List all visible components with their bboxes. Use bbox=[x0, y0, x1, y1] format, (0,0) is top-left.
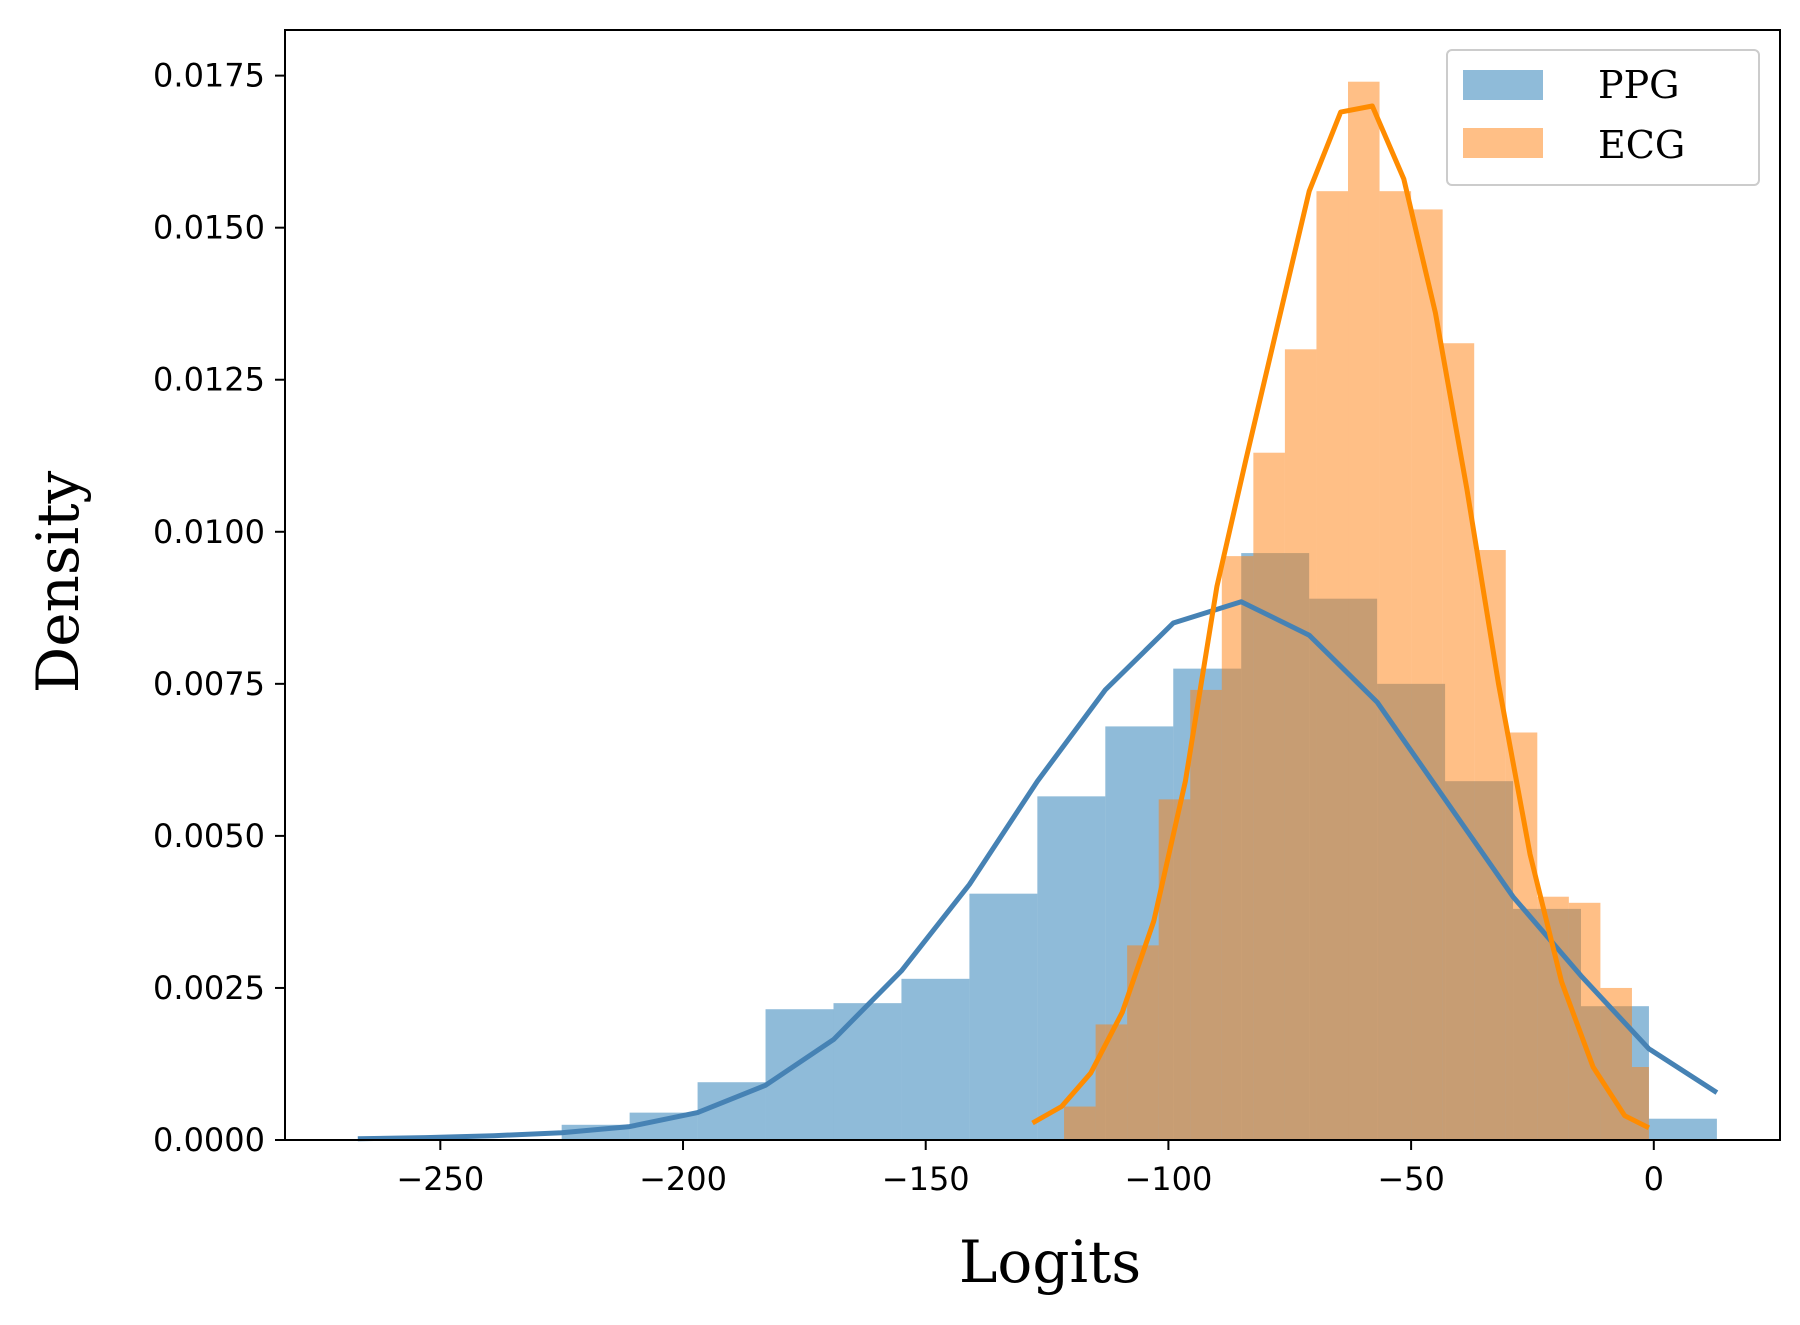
y-tick-label: 0.0025 bbox=[153, 969, 265, 1007]
histogram-bar-ecg bbox=[1064, 1106, 1096, 1140]
x-tick-label: −250 bbox=[396, 1160, 484, 1198]
y-tick-label: 0.0050 bbox=[153, 817, 265, 855]
x-tick-label: −200 bbox=[639, 1160, 727, 1198]
legend-swatch-ppg bbox=[1463, 70, 1543, 100]
kde-line-ppg bbox=[357, 599, 1719, 1142]
histogram-bar-ecg bbox=[1411, 209, 1443, 1140]
x-tick-label: −50 bbox=[1377, 1160, 1445, 1198]
histogram-bar-ecg bbox=[1505, 732, 1538, 1140]
histogram-bar-ppg bbox=[1648, 1118, 1717, 1140]
histogram-bar-ppg bbox=[833, 1003, 902, 1140]
histogram-bar-ecg bbox=[1158, 799, 1191, 1140]
x-axis-ticks: −250 −200 −150 −100 −50 0 bbox=[396, 1140, 1664, 1198]
plot-frame bbox=[284, 29, 1781, 1141]
kde-line-ecg bbox=[1031, 103, 1651, 1131]
histogram-bar-ecg bbox=[1442, 343, 1475, 1140]
histogram-bar-ecg bbox=[1095, 1024, 1128, 1140]
y-tick-label: 0.0000 bbox=[153, 1121, 265, 1159]
histogram-bar-ppg bbox=[969, 893, 1038, 1140]
y-axis-label: Density bbox=[24, 470, 92, 693]
x-tick-label: −100 bbox=[1124, 1160, 1212, 1198]
y-axis-ticks: 0.0000 0.0025 0.0050 0.0075 0.0100 0.0125 0.01… bbox=[153, 57, 285, 1159]
kde-curves bbox=[357, 103, 1719, 1142]
histogram-bar-ecg bbox=[1379, 191, 1412, 1140]
legend: PPG ECG bbox=[1446, 49, 1760, 186]
histogram-bar-ppg bbox=[901, 978, 970, 1140]
histogram-bars bbox=[561, 81, 1717, 1141]
histogram-bar-ppg bbox=[765, 1009, 834, 1140]
histogram-bar-ecg bbox=[1348, 81, 1380, 1141]
x-axis-label: Logits bbox=[959, 1228, 1141, 1296]
histogram-bar-ecg bbox=[1253, 452, 1285, 1140]
legend-swatch-ecg bbox=[1463, 128, 1543, 158]
y-tick-label: 0.0150 bbox=[153, 209, 265, 247]
x-tick-label: −150 bbox=[882, 1160, 970, 1198]
histogram-bar-ecg bbox=[1127, 945, 1159, 1140]
y-tick-label: 0.0100 bbox=[153, 513, 265, 551]
histogram-bar-ecg bbox=[1190, 689, 1222, 1140]
y-tick-label: 0.0075 bbox=[153, 665, 265, 703]
legend-label-ecg: ECG bbox=[1598, 123, 1685, 167]
x-tick-label: 0 bbox=[1644, 1160, 1664, 1198]
histogram-bar-ecg bbox=[1221, 556, 1254, 1140]
y-tick-label: 0.0125 bbox=[153, 361, 265, 399]
histogram-bar-ppg bbox=[1037, 796, 1106, 1140]
histogram-bar-ecg bbox=[1284, 349, 1317, 1140]
legend-label-ppg: PPG bbox=[1598, 63, 1680, 107]
y-tick-label: 0.0175 bbox=[153, 57, 265, 95]
